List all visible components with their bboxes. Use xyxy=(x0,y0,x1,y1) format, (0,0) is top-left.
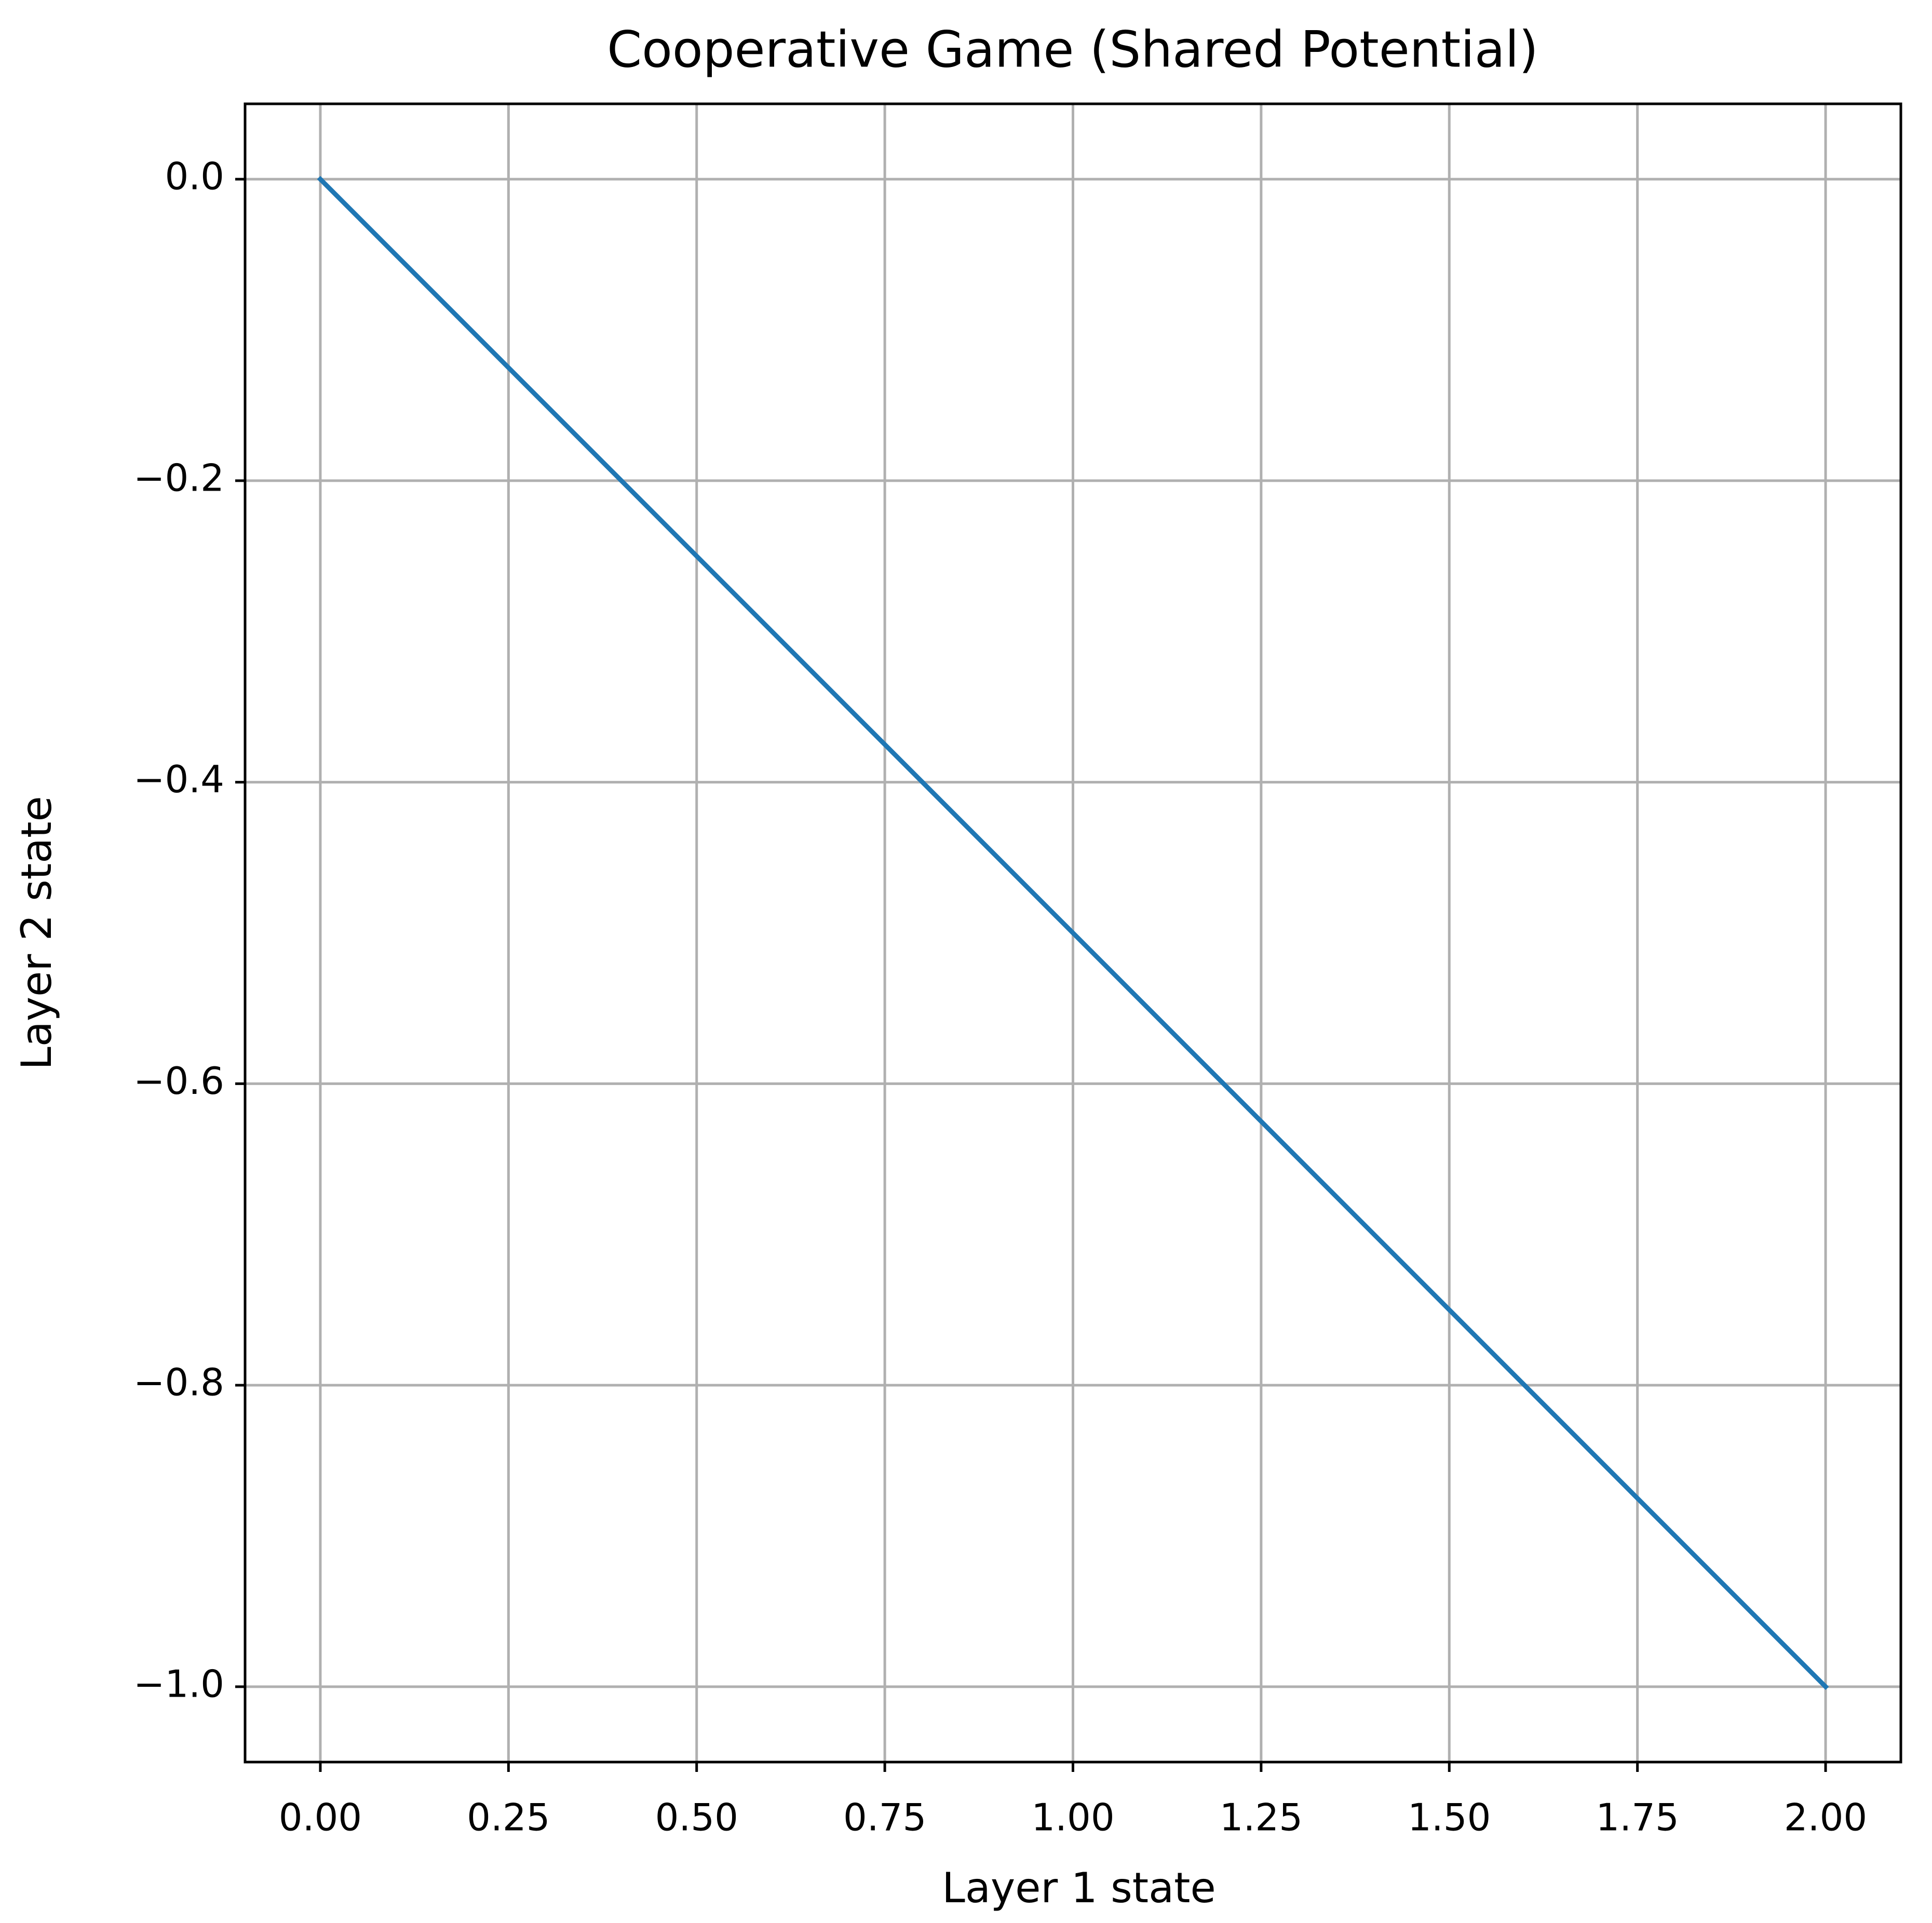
data-line xyxy=(317,175,1829,1690)
x-tick-label: 0.00 xyxy=(279,1796,362,1839)
plot-area xyxy=(317,175,1829,1690)
x-tick-label: 0.75 xyxy=(843,1796,926,1839)
ticks: 0.00 0.25 0.50 0.75 1.00 1.25 1.50 1.75 2.00 0.0 −… xyxy=(133,155,1867,1839)
y-tick-label: −0.2 xyxy=(133,456,224,499)
x-tick-label: 0.50 xyxy=(655,1796,738,1839)
x-tick-label: 2.00 xyxy=(1784,1796,1867,1839)
x-tick-label: 1.75 xyxy=(1596,1796,1679,1839)
x-tick-label: 1.25 xyxy=(1220,1796,1303,1839)
chart-title: Cooperative Game (Shared Potential) xyxy=(607,20,1538,78)
x-tick-label: 1.50 xyxy=(1408,1796,1491,1839)
x-tick-label: 0.25 xyxy=(467,1796,550,1839)
x-tick-label: 1.00 xyxy=(1031,1796,1114,1839)
y-tick-label: −1.0 xyxy=(133,1662,224,1705)
y-tick-label: −0.8 xyxy=(133,1361,224,1404)
x-axis-label: Layer 1 state xyxy=(942,1864,1215,1912)
y-axis-label: Layer 2 state xyxy=(12,796,61,1069)
y-tick-label: −0.6 xyxy=(133,1059,224,1103)
y-tick-label: −0.4 xyxy=(133,757,224,801)
y-tick-label: 0.0 xyxy=(165,155,224,198)
